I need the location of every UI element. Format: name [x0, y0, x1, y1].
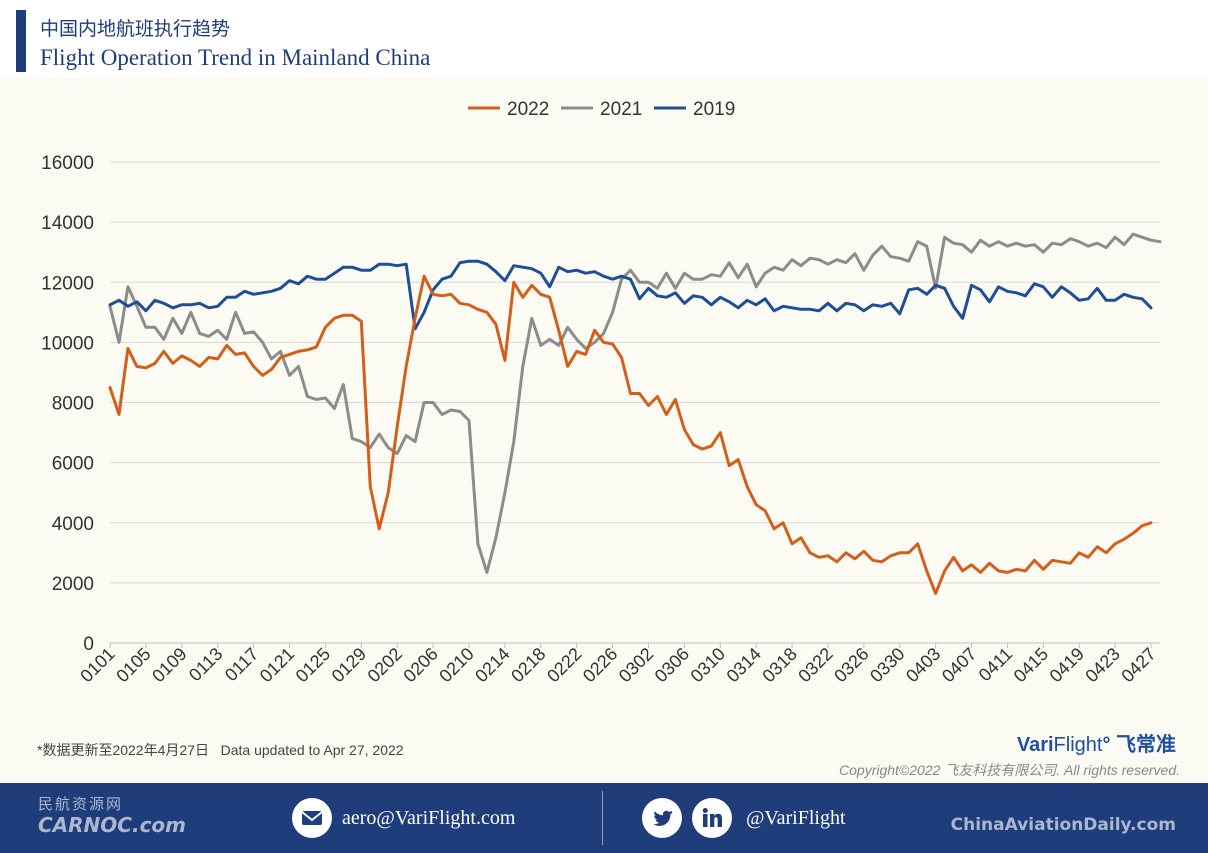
y-tick-label: 2000: [52, 574, 94, 595]
x-tick-label: 0226: [579, 644, 621, 686]
y-tick-label: 14000: [41, 213, 94, 234]
x-tick-label: 0105: [112, 644, 154, 686]
legend-label: 2019: [693, 99, 735, 120]
x-tick-label: 0411: [975, 644, 1017, 686]
header: 中国内地航班执行趋势 Flight Operation Trend in Mai…: [0, 0, 1208, 78]
x-tick-label: 0415: [1010, 644, 1052, 686]
x-tick-label: 0117: [221, 644, 263, 686]
copyright-text: Copyright©2022 飞友科技有限公司. All rights rese…: [839, 762, 1180, 778]
carnoc-watermark-en: CARNOC.com: [38, 813, 187, 837]
carnoc-watermark-cn: 民航资源网: [38, 795, 124, 813]
data-update-footnote: *数据更新至2022年4月27日 Data updated to Apr 27,…: [37, 740, 404, 760]
social-handle[interactable]: @VariFlight: [746, 807, 846, 829]
line-chart: 0 2000 4000 6000 8000 10000 12000 14000 16000 010…: [41, 99, 1162, 686]
title-accent-bar: [16, 10, 26, 72]
x-tick-label: 0326: [830, 644, 872, 686]
x-tick-label: 0403: [902, 644, 944, 686]
y-tick-label: 6000: [52, 454, 94, 475]
brand-mark: °: [1102, 734, 1111, 756]
page-title-cn: 中国内地航班执行趋势: [40, 18, 231, 40]
legend-label: 2021: [600, 99, 642, 120]
contact-email-link[interactable]: aero@VariFlight.com: [342, 807, 516, 829]
footnote-en: Data updated to Apr 27, 2022: [220, 742, 404, 758]
x-tick-label: 0330: [866, 644, 908, 686]
x-tick-label: 0427: [1117, 644, 1159, 686]
y-tick-label: 10000: [41, 333, 94, 354]
x-tick-label: 0206: [399, 644, 441, 686]
footer-divider: [602, 791, 603, 845]
x-tick-label: 0314: [723, 644, 765, 686]
x-tick-label: 0218: [507, 644, 549, 686]
y-tick-label: 16000: [41, 153, 94, 174]
x-tick-label: 0121: [256, 644, 298, 686]
x-tick-label: 0318: [758, 644, 800, 686]
x-tick-label: 0113: [185, 644, 227, 686]
brand-name-bold: Vari: [1016, 734, 1054, 756]
x-tick-label: 0129: [328, 644, 370, 686]
legend-label: 2022: [507, 99, 549, 120]
chinaaviationdaily-watermark: ChinaAviationDaily.com: [950, 815, 1176, 835]
x-tick-label: 0322: [794, 644, 836, 686]
series-layer: [108, 232, 1162, 595]
y-tick-label: 8000: [52, 394, 94, 415]
chart-legend: 2022 2021 2019: [468, 99, 735, 120]
brand-name-cn: 飞常准: [1116, 734, 1176, 756]
footer-bar: 民航资源网 CARNOC.com aero@VariFlight.com @Va…: [0, 783, 1208, 853]
series-line-2019: [108, 259, 1153, 331]
x-tick-label: 0423: [1081, 644, 1123, 686]
axis-layer: 0 2000 4000 6000 8000 10000 12000 14000 16000 010…: [41, 153, 1160, 686]
footnote-cn: *数据更新至2022年4月27日: [37, 742, 209, 758]
x-tick-label: 0202: [364, 644, 406, 686]
legend-item-2021: 2021: [561, 99, 642, 120]
series-line-2022: [108, 274, 1153, 595]
x-tick-label: 0222: [543, 644, 585, 686]
chart-area: 0 2000 4000 6000 8000 10000 12000 14000 16000 010…: [0, 78, 1208, 783]
y-tick-label: 12000: [41, 273, 94, 294]
x-tick-label: 0419: [1046, 644, 1088, 686]
x-tick-label: 0214: [471, 644, 513, 686]
y-tick-label: 4000: [52, 514, 94, 535]
page-title-en: Flight Operation Trend in Mainland China: [40, 45, 431, 70]
x-tick-label: 0125: [292, 644, 334, 686]
x-tick-label: 0302: [615, 644, 657, 686]
series-line-2021: [108, 232, 1162, 574]
x-tick-label: 0407: [938, 644, 980, 686]
legend-item-2019: 2019: [654, 99, 735, 120]
variflight-logo: VariFlight° 飞常准: [1017, 728, 1176, 757]
x-tick-label: 0310: [687, 644, 729, 686]
brand-name-light: Flight: [1053, 734, 1103, 756]
grid-layer: [110, 161, 1160, 644]
legend-item-2022: 2022: [468, 99, 549, 120]
y-tick-label: 0: [83, 634, 94, 655]
twitter-icon[interactable]: [642, 798, 682, 838]
x-tick-label: 0210: [435, 644, 477, 686]
linkedin-icon[interactable]: [692, 798, 732, 838]
mail-icon[interactable]: [292, 798, 332, 838]
x-tick-label: 0109: [148, 644, 190, 686]
x-tick-label: 0306: [651, 644, 693, 686]
